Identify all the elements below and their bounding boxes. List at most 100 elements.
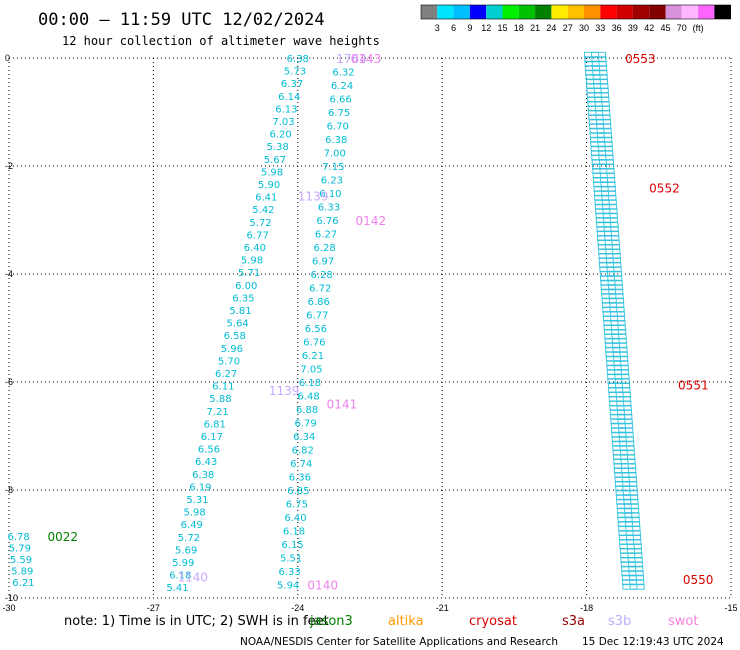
dense-track-mark [611,333,627,340]
colorbar-swatch [437,5,454,19]
wave-height-value: 5.98 [241,256,263,267]
wave-height-value: 5.99 [172,558,194,569]
wave-height-value: 6.32 [332,68,354,79]
pass-time-label: 0140 [307,579,338,593]
dense-track-mark [612,346,628,353]
wave-height-value: 5.88 [209,394,231,405]
wave-height-value: 6.38 [325,135,347,146]
dense-track-mark [614,373,630,380]
dense-track-mark [601,190,617,197]
pass-time-label: 1764 [336,52,367,66]
pass-time-label: 0551 [678,379,709,393]
dense-track-mark [613,360,629,367]
wave-height-value: 6.56 [198,445,220,456]
dense-track-mark [617,413,633,420]
satellite-legend-item: s3a [562,614,585,629]
wave-height-value: 6.81 [204,419,226,430]
wave-height-value: 6.75 [328,108,350,119]
pass-time-label: 0022 [48,530,79,544]
page-title: 00:00 – 11:59 UTC 12/02/2024 [38,10,325,30]
dense-track-mark [611,337,627,344]
dense-track-mark [595,114,611,121]
colorbar-swatch [714,5,731,19]
dense-track-mark [610,315,626,322]
dense-track-mark [628,565,644,572]
dense-track-mark [609,306,625,313]
dense-track-mark [623,494,639,501]
y-tick-label: 0 [5,53,10,63]
dense-track-mark [618,422,633,429]
wave-height-value: 6.77 [306,311,328,322]
dense-track-mark [599,163,615,170]
dense-track-mark [604,230,620,237]
dense-track-mark [591,51,607,58]
colorbar-swatch [502,5,519,19]
dense-track-mark [626,534,642,541]
colorbar-label: 33 [595,23,605,33]
dense-track-mark [600,181,616,188]
wave-height-value: 6.36 [289,473,311,484]
wave-height-value: 6.70 [327,122,349,133]
colorbar-label: 12 [481,23,491,33]
credit-agency: NOAA/NESDIS Center for Satellite Applica… [240,636,558,648]
wave-height-value: 5.64 [227,319,249,330]
satellite-tracks: 6.385.736.376.146.137.036.205.385.675.98… [7,51,645,594]
dense-track-mark [606,266,622,273]
dense-track-mark [605,244,620,250]
dense-track-mark [591,60,607,67]
dense-track-mark [596,118,611,125]
satellite-legend-item: jason3 [309,614,353,629]
wave-height-value: 7.03 [272,117,294,128]
colorbar-swatch [681,5,699,19]
wave-height-value: 6.15 [281,540,303,551]
colorbar-label: 42 [644,23,654,33]
dense-track-mark [620,463,636,469]
x-tick-label: -30 [2,603,15,613]
wave-height-value: 5.59 [10,555,32,566]
colorbar-swatch [535,5,552,19]
colorbar-label: 24 [546,23,556,33]
wave-height-value: 6.23 [321,176,343,187]
wave-height-value: 5.70 [218,356,240,367]
dense-track-mark [613,355,629,362]
colorbar-swatch [649,5,666,19]
dense-track-mark [597,136,613,143]
dense-track-mark [621,476,637,483]
dense-track-mark [627,552,643,559]
y-tick-label: -10 [5,593,18,603]
dense-track-mark [596,123,612,130]
dense-track-mark [622,480,638,487]
dense-track-mark [611,328,627,335]
dense-track-mark [616,404,632,411]
dense-track-mark [612,342,628,349]
dense-track-mark [609,311,625,317]
dense-track-mark [610,324,626,331]
dense-track-mark [603,221,619,228]
dense-track-mark [619,436,634,443]
wave-height-value: 7.21 [206,407,228,418]
wave-height-value: 6.10 [319,189,341,200]
dense-track-mark [608,288,624,295]
dense-track-mark [605,248,621,255]
wave-height-value: 5.81 [229,306,251,317]
dense-track-mark [613,364,629,371]
dense-track-mark [615,391,631,398]
y-tick-label: -4 [5,269,13,279]
colorbar-label: 18 [514,23,524,33]
dense-track-mark [599,168,615,174]
wave-height-value: 6.17 [201,432,223,443]
wave-height-value: 6.38 [287,54,309,65]
colorbar-swatch [600,5,617,19]
dense-track-mark [604,239,620,246]
dense-track-mark [609,302,625,309]
colorbar-swatch [486,5,503,19]
dense-track-mark [618,427,634,434]
wave-height-value: 6.18 [299,378,321,389]
dense-track-mark [610,320,626,326]
dense-track-mark [621,472,637,478]
dense-track-mark [624,507,640,514]
dense-track-mark [604,235,620,242]
pass-time-label: 0142 [356,214,387,228]
wave-height-value: 6.13 [275,104,297,115]
dense-track-mark [622,485,638,492]
